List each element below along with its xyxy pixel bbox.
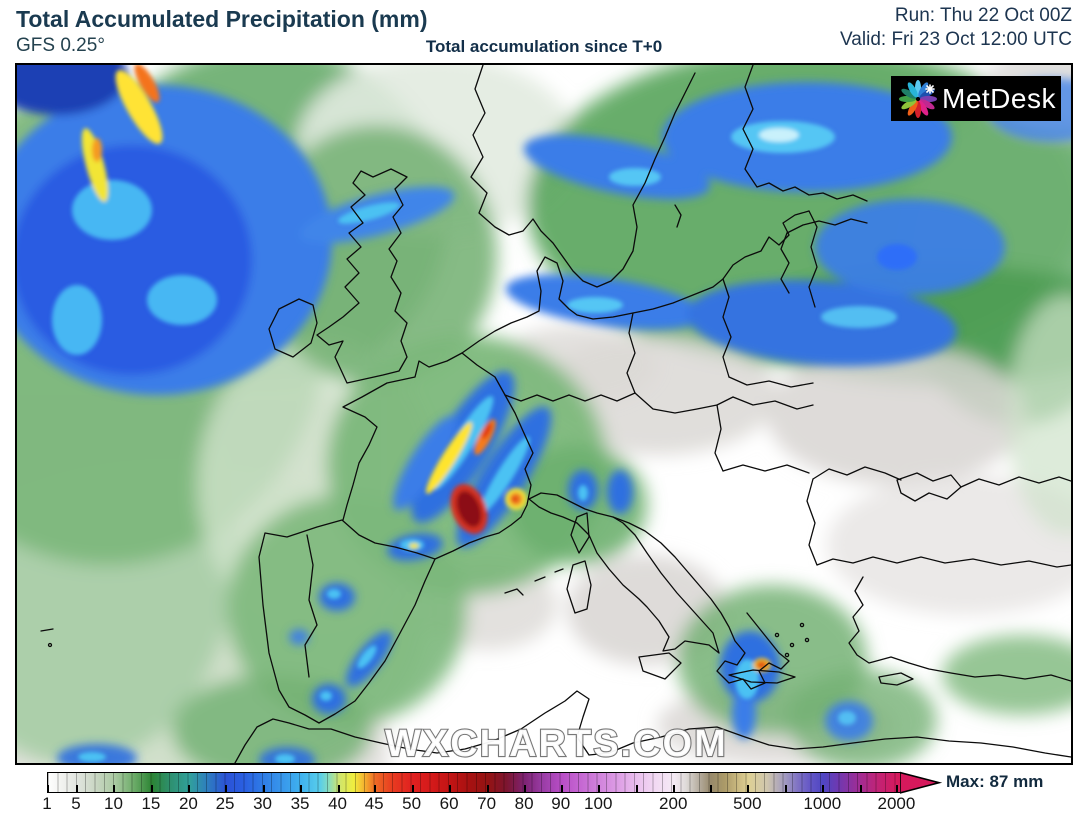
watermark: WXCHARTS.COM (384, 722, 728, 765)
colorbar-ticks (47, 773, 900, 792)
colorbar-tick (486, 785, 489, 792)
colorbar-label: 2000 (877, 794, 916, 813)
colorbar-tick (374, 785, 377, 792)
colorbar-label: 5 (71, 794, 81, 813)
colorbar-label: 80 (514, 794, 534, 813)
colorbar-tick (673, 785, 676, 792)
colorbar-tick (598, 785, 601, 792)
colorbar-tick (822, 785, 825, 792)
colorbar-label: 1000 (803, 794, 842, 813)
colorbar-tick (784, 785, 787, 792)
colorbar-tick (47, 785, 49, 792)
colorbar-gradient (48, 773, 900, 792)
colorbar-label: 20 (178, 794, 198, 813)
colorbar-label: 45 (364, 794, 384, 813)
colorbar-arrow (900, 771, 942, 794)
colorbar-tick (560, 785, 563, 792)
metdesk-pinwheel-icon (899, 79, 937, 118)
colorbar-label: 500 (733, 794, 762, 813)
colorbar-label: 50 (402, 794, 422, 813)
colorbar-arrow-shape (900, 771, 942, 794)
colorbar-tick (524, 785, 527, 792)
colorbar-tick (150, 785, 153, 792)
precip-band-layer (17, 65, 1071, 763)
page-title: Total Accumulated Precipitation (mm) (16, 6, 428, 32)
colorbar-tick (859, 785, 862, 792)
colorbar-tick (411, 785, 414, 792)
colorbar-labels: 1 5 10 15 20 25 30 35 40 45 50 60 70 80 90 100 200 500 100… (42, 794, 915, 816)
model-label: GFS 0.25° (16, 35, 105, 56)
colorbar-label: 70 (477, 794, 497, 813)
colorbar-label: 200 (659, 794, 688, 813)
colorbar-tick (262, 785, 265, 792)
weather-map: MetDesk WXCHARTS.COM (15, 63, 1073, 765)
metdesk-logo-text: MetDesk (942, 82, 1056, 114)
colorbar-tick (188, 785, 191, 792)
colorbar-label: 35 (290, 794, 310, 813)
precipitation-map-graphic (17, 65, 1071, 763)
colorbar-tick (896, 785, 899, 792)
colorbar-subdivisions (48, 773, 900, 792)
colorbar-tick (449, 785, 452, 792)
colorbar-tick (75, 785, 78, 792)
precip-core-layer (52, 65, 917, 763)
accumulation-subtitle: Total accumulation since T+0 (425, 37, 663, 56)
colorbar-tick (113, 785, 116, 792)
country-borders (40, 65, 1071, 763)
legend: 1 5 10 15 20 25 30 35 40 45 50 60 70 80 90 100 200 500 100… (0, 768, 1088, 835)
colorbar-tick (225, 785, 228, 792)
colorbar-label: 30 (253, 794, 273, 813)
colorbar-tick (337, 785, 340, 792)
max-value-label: Max: 87 mm (946, 772, 1044, 791)
colorbar-label: 25 (215, 794, 235, 813)
colorbar-tick (635, 785, 638, 792)
metdesk-logo: MetDesk (891, 76, 1061, 121)
colorbar-label: 90 (551, 794, 571, 813)
colorbar-tick (709, 785, 712, 792)
colorbar-label: 60 (439, 794, 459, 813)
colorbar-label: 15 (141, 794, 161, 813)
colorbar-tick (300, 785, 303, 792)
colorbar-label: 100 (584, 794, 613, 813)
run-timestamp: Run: Thu 22 Oct 00Z (894, 5, 1072, 26)
colorbar-label: 1 (42, 794, 52, 813)
colorbar-tick (747, 785, 750, 792)
header: Total Accumulated Precipitation (mm) GFS… (0, 0, 1088, 63)
colorbar-label: 40 (328, 794, 347, 813)
colorbar (47, 772, 901, 793)
valid-timestamp: Valid: Fri 23 Oct 12:00 UTC (840, 29, 1072, 50)
colorbar-label: 10 (103, 794, 123, 813)
